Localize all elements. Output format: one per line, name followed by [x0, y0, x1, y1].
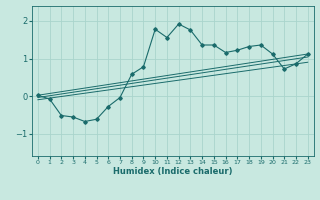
- X-axis label: Humidex (Indice chaleur): Humidex (Indice chaleur): [113, 167, 233, 176]
